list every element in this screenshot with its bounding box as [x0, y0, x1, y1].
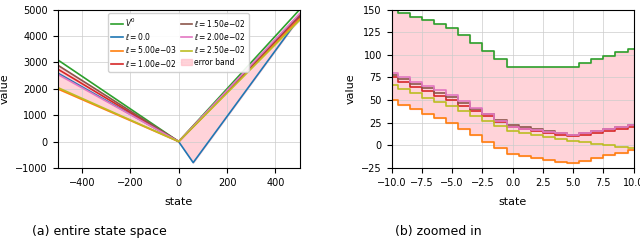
$\ell = 5.00e{-}03$: [289, 24, 296, 27]
Text: (a) entire state space: (a) entire state space: [32, 225, 166, 238]
$\ell = 5.00e{-}03$: [172, 139, 179, 142]
$\ell = 2.00e{-}02$: [66, 80, 74, 83]
Line: $\ell = 1.50e{-}02$: $\ell = 1.50e{-}02$: [58, 15, 300, 142]
$\ell = 2.50e{-}02$: [54, 86, 61, 89]
$\ell = 1.50e{-}02$: [66, 72, 74, 74]
$\ell = 1.50e{-}02$: [296, 13, 303, 16]
$V^0$: [66, 67, 74, 70]
$\ell = 2.00e{-}02$: [244, 66, 252, 69]
Line: $\ell = 1.00e{-}02$: $\ell = 1.00e{-}02$: [58, 16, 300, 142]
$\ell = 1.00e{-}02$: [289, 22, 296, 25]
Line: $\ell = 2.00e{-}02$: $\ell = 2.00e{-}02$: [58, 13, 300, 142]
Line: $\ell = 2.50e{-}02$: $\ell = 2.50e{-}02$: [58, 20, 300, 142]
Y-axis label: value: value: [346, 73, 356, 104]
$\ell = 0.0$: [54, 72, 61, 74]
$V^0$: [296, 8, 303, 11]
$\ell = 2.00e{-}02$: [289, 19, 296, 22]
$V^0$: [244, 64, 252, 67]
Y-axis label: value: value: [0, 73, 10, 104]
$\ell = 1.00e{-}02$: [66, 75, 74, 78]
$V^0$: [165, 134, 173, 137]
$\ell = 2.00e{-}02$: [296, 12, 303, 15]
Line: $\ell = 5.00e{-}03$: $\ell = 5.00e{-}03$: [58, 19, 300, 142]
$\ell = 1.00e{-}02$: [296, 15, 303, 18]
$\ell = 1.50e{-}02$: [289, 21, 296, 24]
$\ell = 5.00e{-}03$: [244, 69, 252, 72]
$\ell = 0.0$: [289, 25, 296, 28]
$\ell = 2.00e{-}02$: [175, 140, 182, 143]
$\ell = 5.00e{-}03$: [66, 93, 74, 96]
$\ell = 1.50e{-}02$: [54, 64, 61, 66]
$V^0$: [175, 140, 182, 143]
$\ell = 0.0$: [66, 78, 74, 81]
$\ell = 2.00e{-}02$: [289, 19, 296, 22]
X-axis label: state: state: [499, 197, 527, 206]
X-axis label: state: state: [164, 197, 193, 206]
$\ell = 5.00e{-}03$: [289, 24, 296, 27]
Line: $V^0$: $V^0$: [58, 10, 300, 142]
$\ell = 0.0$: [244, 86, 252, 89]
$\ell = 1.50e{-}02$: [244, 67, 252, 70]
$\ell = 1.50e{-}02$: [175, 140, 182, 143]
$\ell = 2.00e{-}02$: [172, 138, 179, 141]
$\ell = 0.0$: [289, 26, 296, 29]
$\ell = 5.00e{-}03$: [54, 87, 61, 90]
Text: (b) zoomed in: (b) zoomed in: [395, 225, 482, 238]
$V^0$: [54, 58, 61, 61]
$\ell = 1.50e{-}02$: [165, 134, 173, 137]
$\ell = 2.50e{-}02$: [66, 92, 74, 95]
$\ell = 1.00e{-}02$: [165, 134, 173, 137]
$\ell = 2.00e{-}02$: [54, 73, 61, 76]
$\ell = 2.00e{-}02$: [165, 135, 173, 138]
$\ell = 5.00e{-}03$: [175, 140, 182, 143]
$\ell = 1.00e{-}02$: [244, 68, 252, 71]
$\ell = 1.00e{-}02$: [54, 68, 61, 71]
$\ell = 2.50e{-}02$: [289, 26, 296, 29]
$\ell = 1.00e{-}02$: [172, 138, 179, 141]
$\ell = 0.0$: [189, 161, 197, 164]
$\ell = 1.00e{-}02$: [289, 22, 296, 25]
$\ell = 0.0$: [165, 135, 173, 138]
$\ell = 2.50e{-}02$: [296, 19, 303, 22]
$\ell = 0.0$: [172, 138, 179, 141]
$\ell = 5.00e{-}03$: [296, 18, 303, 20]
$V^0$: [172, 138, 179, 141]
$V^0$: [289, 16, 296, 19]
$V^0$: [289, 16, 296, 18]
$\ell = 2.50e{-}02$: [289, 26, 296, 29]
$\ell = 2.50e{-}02$: [244, 70, 252, 73]
Line: $\ell = 0.0$: $\ell = 0.0$: [58, 18, 300, 163]
$\ell = 1.50e{-}02$: [172, 138, 179, 141]
$\ell = 2.50e{-}02$: [165, 136, 173, 139]
$\ell = 0.0$: [296, 16, 303, 19]
Legend: $V^0$, $\ell = 0.0$, $\ell = 5.00e{-}03$, $\ell = 1.00e{-}02$, $\ell = 1.50e{-}0: $V^0$, $\ell = 0.0$, $\ell = 5.00e{-}03$…: [108, 13, 249, 72]
$\ell = 2.50e{-}02$: [175, 140, 182, 143]
$\ell = 2.50e{-}02$: [172, 139, 179, 142]
$\ell = 5.00e{-}03$: [165, 136, 173, 139]
$\ell = 1.00e{-}02$: [175, 140, 182, 143]
$\ell = 1.50e{-}02$: [289, 21, 296, 24]
